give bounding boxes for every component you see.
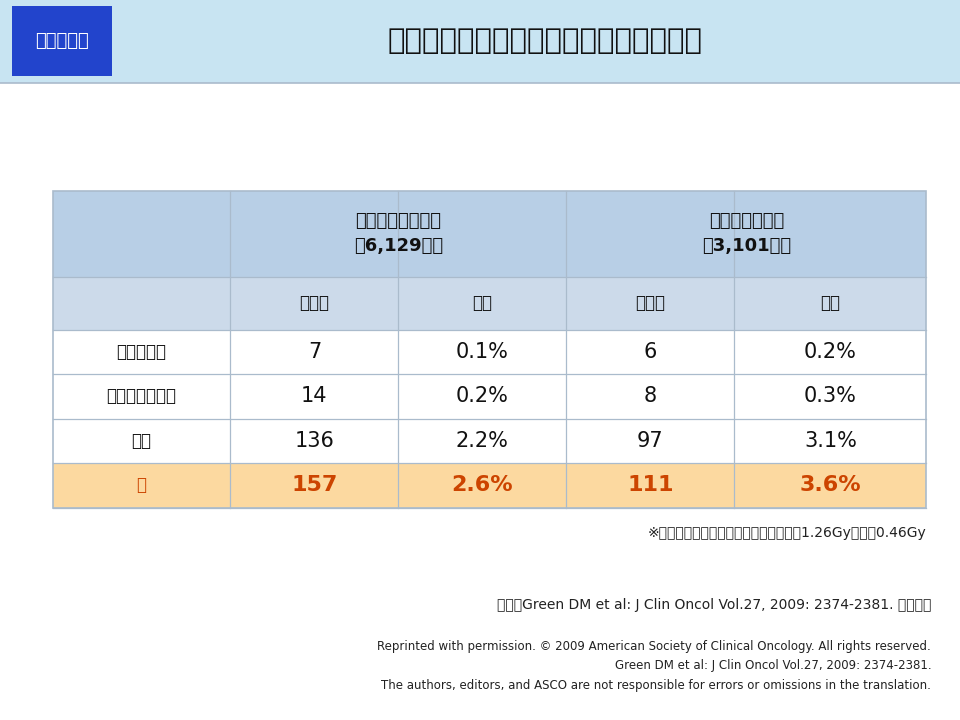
Bar [53, 330, 926, 374]
Text: 0.3%: 0.3% [804, 387, 857, 407]
Text: 6: 6 [644, 342, 657, 362]
Text: 0.2%: 0.2% [804, 342, 857, 362]
Text: がん生存者の子供
（6,129名）: がん生存者の子供 （6,129名） [354, 212, 443, 256]
Bar [53, 463, 926, 508]
Text: 14: 14 [301, 387, 327, 407]
Bar [12, 6, 112, 76]
Bar [53, 374, 926, 418]
Text: 症例数: 症例数 [636, 294, 665, 312]
Text: 奇形: 奇形 [132, 432, 152, 450]
Text: 0.2%: 0.2% [456, 387, 509, 407]
Text: 7: 7 [308, 342, 321, 362]
Text: 136: 136 [295, 431, 334, 451]
Text: 計: 計 [136, 477, 147, 495]
Bar [53, 418, 926, 463]
Text: 2.6%: 2.6% [451, 475, 514, 495]
Text: 2.2%: 2.2% [456, 431, 509, 451]
Bar [0, 0, 960, 83]
Bar [0, 83, 960, 720]
Bar [53, 277, 926, 330]
Text: 3.1%: 3.1% [804, 431, 857, 451]
Text: Reprinted with permission. © 2009 American Society of Clinical Oncology. All rig: Reprinted with permission. © 2009 Americ… [377, 640, 931, 692]
Text: 157: 157 [291, 475, 338, 495]
Text: 小児がん治療生存者の子供に対する調査: 小児がん治療生存者の子供に対する調査 [387, 27, 703, 55]
Text: 8: 8 [644, 387, 657, 407]
Text: 頻度: 頻度 [821, 294, 840, 312]
Text: 患者兄弟の子供
（3,101名）: 患者兄弟の子供 （3,101名） [702, 212, 791, 256]
Text: 3.6%: 3.6% [800, 475, 861, 495]
Text: 111: 111 [627, 475, 674, 495]
Text: 遺伝性影響: 遺伝性影響 [36, 32, 88, 50]
Bar [53, 191, 926, 277]
Text: 頻度: 頻度 [472, 294, 492, 312]
Text: 97: 97 [637, 431, 663, 451]
Text: 染色体異常: 染色体異常 [116, 343, 167, 361]
Text: 出典：Green DM et al: J Clin Oncol Vol.27, 2009: 2374-2381. より作成: 出典：Green DM et al: J Clin Oncol Vol.27, … [497, 598, 931, 612]
Bar [53, 191, 926, 508]
Text: メンデル遺伝病: メンデル遺伝病 [107, 387, 177, 405]
Text: 0.1%: 0.1% [456, 342, 509, 362]
Text: ※がん生存者の生殖腺平均線量は、女性1.26Gy、男性0.46Gy: ※がん生存者の生殖腺平均線量は、女性1.26Gy、男性0.46Gy [648, 526, 926, 539]
Text: 症例数: 症例数 [300, 294, 329, 312]
